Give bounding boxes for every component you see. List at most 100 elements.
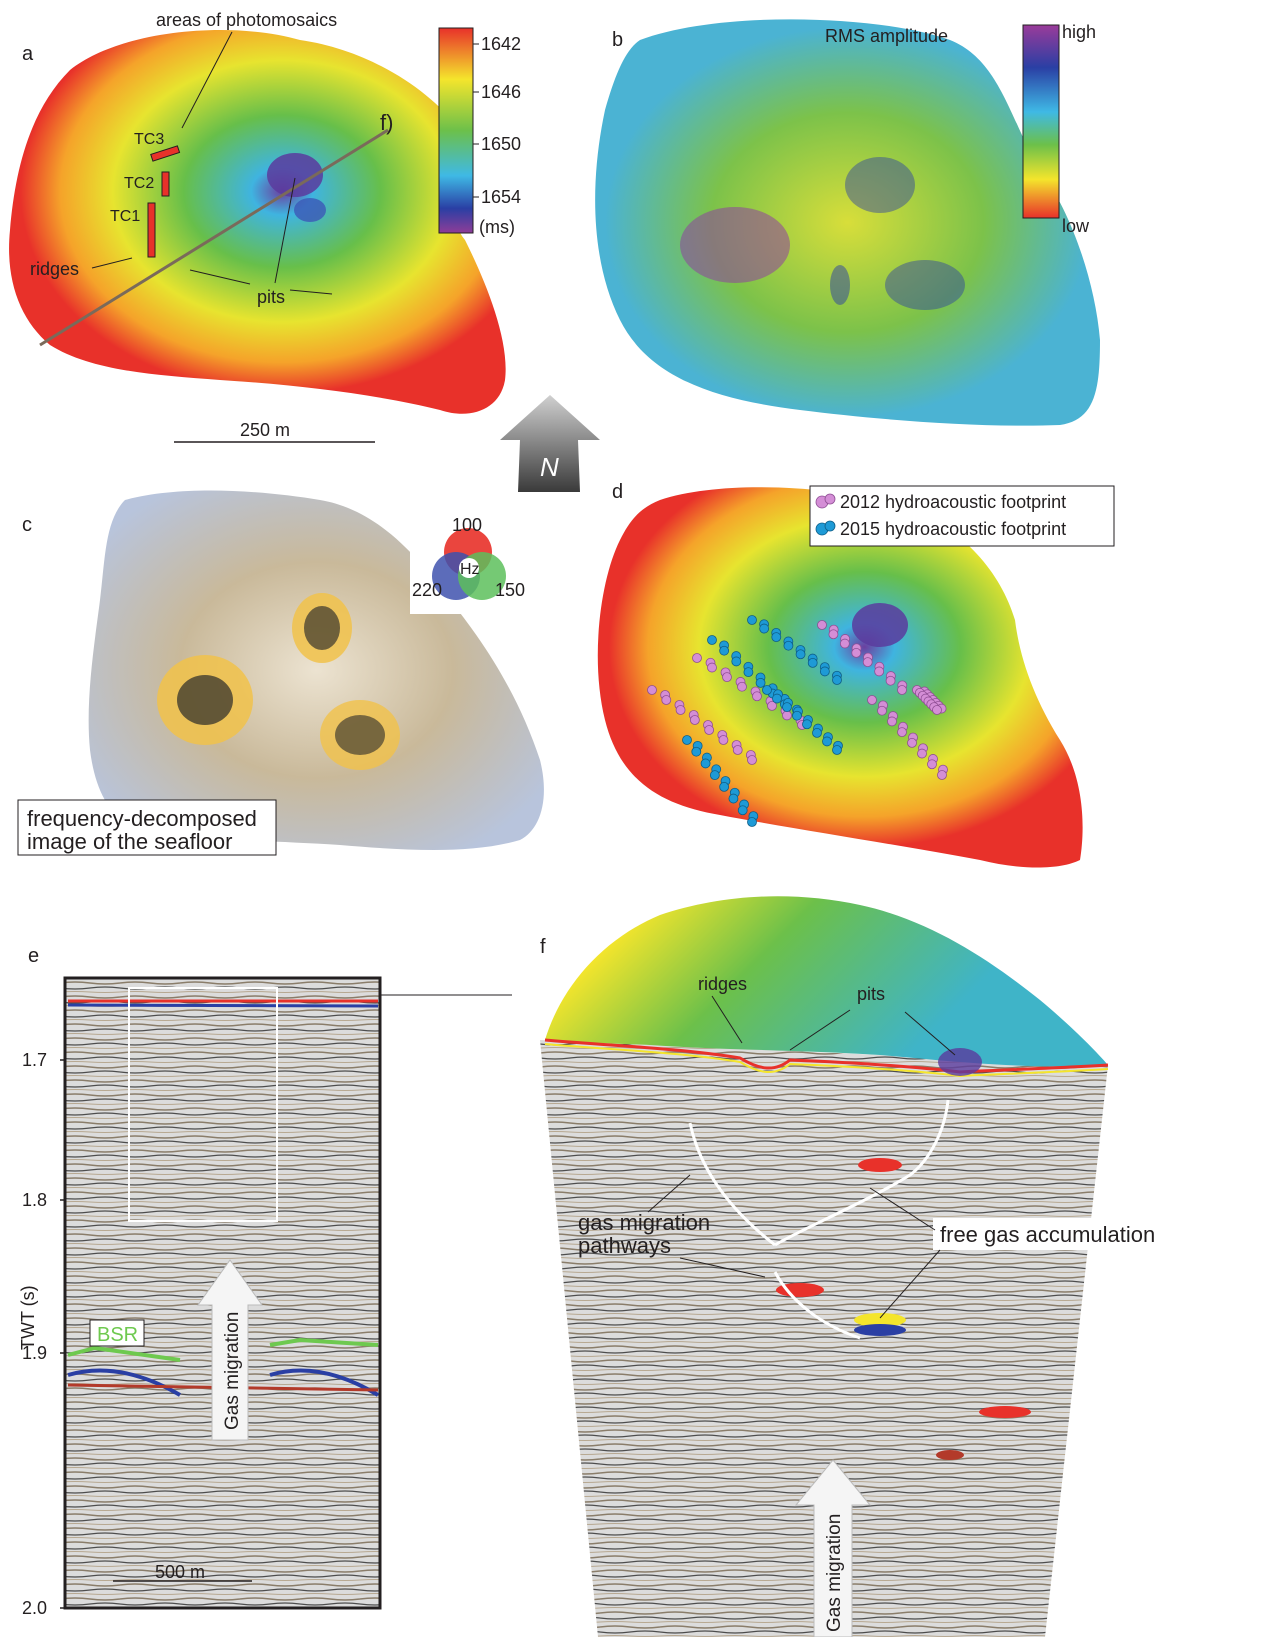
hydroacoustic-point <box>691 746 702 757</box>
hydroacoustic-point <box>661 695 672 705</box>
panel-f-seafloor-yellow <box>544 1043 1109 1078</box>
hydroacoustic-point <box>782 702 792 713</box>
bsr-label-box <box>89 1319 145 1347</box>
panel-c-caption-line1: frequency-decomposed <box>27 806 257 831</box>
panel-e-gas-arrow <box>197 1259 263 1441</box>
panel-b-label: b <box>612 29 623 51</box>
bsr-reflector-blue-left <box>67 1368 182 1397</box>
hydroacoustic-point <box>874 666 885 677</box>
panel-c-label: c <box>22 514 32 536</box>
hydroacoustic-point <box>682 735 692 745</box>
hydroacoustic-point <box>851 647 862 658</box>
ridges-leader <box>91 257 133 269</box>
hydroacoustic-point <box>817 620 827 630</box>
twt-axis-title: TWT (s) <box>18 1285 38 1350</box>
panel-f-gas-label: Gas migration <box>824 1514 845 1632</box>
twt-tick: 2.0 <box>22 1598 47 1618</box>
hydroacoustic-point <box>822 736 832 747</box>
panel-b-rms-map <box>595 19 1100 426</box>
free-gas-leader-2 <box>879 1249 941 1319</box>
panel-c: c Hz 100 220 150 frequency-decomposed im… <box>17 490 544 856</box>
panel-a-pit-2 <box>294 198 326 222</box>
panel-f-pits-leader-1 <box>789 1009 851 1051</box>
hydroacoustic-point <box>737 805 748 816</box>
rgb-tick-100: 100 <box>452 515 482 535</box>
tc1-marker <box>147 202 156 258</box>
profile-line-label: f) <box>380 110 393 135</box>
hydroacoustic-point <box>802 719 812 730</box>
pathway-right-upper <box>774 1099 950 1247</box>
pathways-leader-1 <box>647 1174 691 1213</box>
hydroacoustic-point <box>937 770 947 780</box>
rms-high-label: high <box>1062 22 1096 42</box>
panel-d-pit <box>852 603 908 647</box>
hydroacoustic-point <box>719 781 730 792</box>
panel-a: a 1642 1646 1650 1654 (ms) areas of phot… <box>9 10 521 443</box>
pits-leader-3 <box>274 177 296 284</box>
rgb-legend <box>432 528 506 600</box>
hydroacoustic-point <box>719 645 730 656</box>
panel-f-ridges-label: ridges <box>698 974 747 994</box>
bsr-line-right <box>269 1337 379 1347</box>
hydroacoustic-point <box>743 667 754 678</box>
hydroacoustic-point <box>819 666 830 677</box>
panel-f-gas-arrow <box>794 1459 872 1637</box>
rgb-tick-220: 220 <box>412 580 442 600</box>
hydroacoustic-point <box>709 770 720 781</box>
colorbar-unit: (ms) <box>479 217 515 237</box>
hydroacoustic-point <box>782 710 792 721</box>
gas-anomaly-5 <box>979 1406 1031 1418</box>
panel-d: d 2012 hydroacoustic footprint 2015 hydr… <box>597 481 1115 868</box>
pathway-left-upper <box>688 1122 776 1247</box>
rms-high-1 <box>680 207 790 283</box>
free-gas-label: free gas accumulation <box>940 1222 1155 1247</box>
hydroacoustic-point <box>867 695 877 705</box>
hydroacoustic-point <box>722 672 732 683</box>
rms-colorbar <box>1022 24 1060 219</box>
panel-c-caption-line2: image of the seafloor <box>27 829 232 854</box>
panel-f-ridges-leader <box>711 995 743 1044</box>
hydroacoustic-point <box>828 629 839 640</box>
hydroacoustic-point <box>675 705 686 715</box>
pits-label: pits <box>257 287 285 307</box>
panel-a-bathymetry-map <box>9 30 506 414</box>
pits-leader-1 <box>189 269 251 285</box>
panel-e-label: e <box>28 945 39 967</box>
hydroacoustic-point <box>812 727 822 738</box>
north-arrow-label: N <box>540 452 559 482</box>
rms-high-2 <box>845 157 915 213</box>
hydroacoustic-point <box>762 685 772 695</box>
bsr-line-left <box>67 1345 181 1362</box>
hydro-2015-points <box>682 615 843 827</box>
rms-high-3 <box>885 260 965 310</box>
hydroacoustic-point <box>704 725 715 735</box>
panel-f-seismic-volume <box>540 1040 1108 1637</box>
panel-f-pits-label: pits <box>857 984 885 1004</box>
legend-2012-text: 2012 hydroacoustic footprint <box>840 492 1066 512</box>
seafloor-reflector-blue <box>67 1003 379 1008</box>
colorbar-tick: 1654 <box>481 187 521 207</box>
hydroacoustic-point <box>767 700 777 711</box>
pathway-lower <box>773 1271 861 1340</box>
panel-f-pits-leader-2 <box>904 1011 956 1056</box>
hydroacoustic-point <box>747 615 757 625</box>
pathways-leader-2 <box>679 1257 766 1278</box>
tc1-label: TC1 <box>110 208 140 225</box>
pathways-label-line2: pathways <box>578 1233 671 1258</box>
hydroacoustic-point <box>747 755 757 765</box>
hydroacoustic-point <box>747 817 757 827</box>
hydroacoustic-point <box>707 635 717 645</box>
rms-high-4 <box>830 265 850 305</box>
hydroacoustic-point <box>862 657 873 668</box>
photomosaic-leader <box>181 31 233 129</box>
hydroacoustic-point <box>772 693 782 704</box>
hydroacoustic-point <box>707 662 717 673</box>
hydroacoustic-point <box>917 748 927 759</box>
gas-anomaly-6 <box>936 1450 964 1460</box>
hydroacoustic-point <box>783 640 794 651</box>
hydroacoustic-point <box>839 638 850 649</box>
hydroacoustic-point <box>795 649 806 660</box>
colorbar-tick: 1642 <box>481 34 521 54</box>
